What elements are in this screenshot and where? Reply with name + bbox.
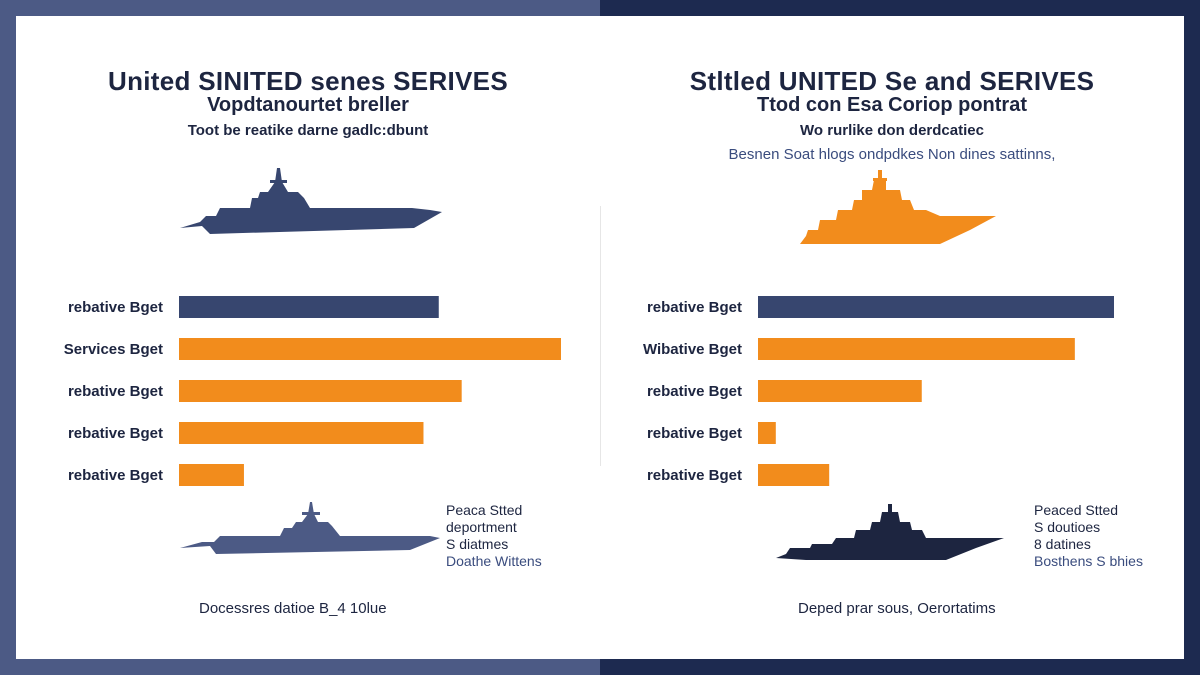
right-note: Peaced Stted S doutioes 8 datines Bosthe… (1034, 502, 1143, 570)
right-note-line: 8 datines (1034, 536, 1091, 552)
left-bar (179, 338, 561, 360)
right-caption: Wo rurlike don derdcatiec (800, 122, 984, 139)
left-title: United SINITED senes SERIVES (108, 66, 508, 96)
right-bar (758, 296, 1114, 318)
right-footer: Deped prar sous, Oerortatims (798, 600, 996, 617)
right-bar-label: rebative Bget (647, 383, 742, 400)
aircraft-carrier-icon (180, 502, 440, 554)
left-bar-label: rebative Bget (68, 425, 163, 442)
left-note-line: S diatmes (446, 536, 509, 552)
left-subtitle: Vopdtanourtet breller (207, 94, 409, 116)
right-bar (758, 338, 1075, 360)
left-footer: Docessres datioe B_4 10lue (199, 600, 387, 617)
left-bar (179, 464, 244, 486)
right-bar (758, 380, 922, 402)
right-bar-label: rebative Bget (647, 425, 742, 442)
left-bar-label: rebative Bget (68, 299, 163, 316)
right-subtitle: Ttod con Esa Coriop pontrat (757, 94, 1027, 116)
right-bar (758, 464, 830, 486)
left-bar-label: Services Bget (64, 341, 163, 358)
destroyer-icon (776, 504, 1004, 560)
left-panel: United SINITED senes SERIVES Vopdtanourt… (16, 16, 600, 659)
right-note-line: S doutioes (1034, 519, 1101, 535)
left-bar (179, 422, 424, 444)
left-bar-label: rebative Bget (68, 467, 163, 484)
left-bar (179, 296, 439, 318)
left-note: Peaca Stted deportment S diatmes Doathe … (446, 502, 542, 570)
right-bar-label: rebative Bget (647, 299, 742, 316)
right-bar (758, 422, 776, 444)
infographic-card: United SINITED senes SERIVES Vopdtanourt… (16, 16, 1184, 659)
right-bar-chart: rebative Bget Wibative Bget rebative Bget r… (643, 296, 1114, 486)
right-note-line-highlight: Bosthens S bhies (1034, 553, 1143, 569)
warship-icon (800, 170, 996, 244)
right-title: Stltled UNITED Se and SERIVES (689, 66, 1095, 96)
right-bar-label: Wibative Bget (643, 341, 742, 358)
left-note-line-highlight: Doathe Wittens (446, 553, 542, 569)
right-caption-secondary: Besnen Soat hlogs ondpdkes Non dines sat… (728, 146, 1056, 163)
left-bar-chart: rebative Bget Services Bget rebative Bget r… (64, 296, 561, 486)
left-bar-label: rebative Bget (68, 383, 163, 400)
left-note-line: Peaca Stted (446, 502, 523, 518)
panel-divider (600, 206, 601, 466)
right-panel: Stltled UNITED Se and SERIVES Ttod con E… (600, 16, 1184, 659)
left-caption: Toot be reatike darne gadlc:dbunt (187, 122, 429, 139)
right-bar-label: rebative Bget (647, 467, 742, 484)
right-note-line: Peaced Stted (1034, 502, 1119, 518)
aircraft-carrier-icon (180, 168, 442, 234)
left-bar (179, 380, 462, 402)
left-note-line: deportment (446, 519, 517, 535)
